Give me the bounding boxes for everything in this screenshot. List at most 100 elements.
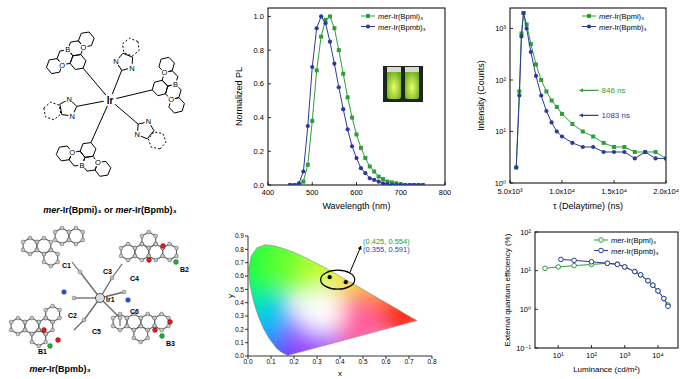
- marker-circle: [529, 50, 533, 54]
- x-axis-label: Luminance (cd/m²): [573, 365, 640, 374]
- boron-atom: [174, 260, 179, 265]
- atom-label: C3: [103, 268, 112, 275]
- text-part: B1: [38, 348, 47, 355]
- marker-square: [544, 89, 548, 93]
- text-part: 0.0: [254, 181, 264, 190]
- y-tick-label: 10²: [520, 228, 531, 237]
- y-tick: [245, 342, 248, 343]
- data-area: [288, 14, 425, 185]
- x-axis-label: x: [338, 369, 342, 378]
- text-part: 0.2: [289, 358, 298, 365]
- y-tick-label: 0.5: [235, 286, 244, 293]
- text-part: 0.6: [254, 79, 264, 88]
- marker-open-circle: [599, 238, 604, 243]
- atom-label-bg: [160, 69, 168, 77]
- atom: [175, 254, 179, 258]
- atom: [30, 340, 34, 344]
- text-part: mer: [378, 23, 391, 32]
- atom: [51, 320, 55, 324]
- marker-square: [372, 170, 376, 174]
- text-part: 600: [350, 188, 363, 197]
- text-part: mer: [29, 364, 46, 374]
- text-part: x: [338, 369, 342, 378]
- atom: [139, 340, 143, 344]
- atom: [44, 316, 48, 320]
- vial-cap: [387, 67, 401, 72]
- boron-atom: [48, 344, 53, 349]
- text-part: mer: [116, 205, 133, 215]
- atom-label: N: [70, 112, 75, 121]
- series-line: [516, 13, 666, 168]
- text-part: 0.5: [235, 286, 244, 293]
- atom: [133, 246, 137, 250]
- text-part: mer: [611, 236, 624, 245]
- text-part: -Ir(Bpmi)₃: [624, 236, 656, 245]
- text-part: mer: [611, 247, 624, 256]
- data-area: [328, 275, 348, 284]
- atom: [147, 246, 151, 250]
- text-part: 10⁰: [495, 179, 506, 188]
- y-tick-label: 0.4: [254, 113, 264, 122]
- text-part: Luminance (cd/m²): [573, 365, 640, 374]
- atom-label: B: [173, 80, 178, 89]
- vial-cap: [405, 67, 419, 72]
- atom-label: N: [129, 64, 134, 73]
- atom: [154, 242, 158, 246]
- atom: [37, 320, 41, 324]
- atom: [153, 316, 157, 320]
- text-part: 10⁴: [652, 351, 664, 360]
- atom: [118, 316, 122, 320]
- marker-square: [643, 150, 647, 154]
- text-part: 0.9: [235, 232, 244, 239]
- atom: [81, 238, 85, 242]
- text-part: -Ir(Bpmb)₃: [624, 247, 659, 256]
- marker-open-circle: [638, 273, 643, 278]
- marker-open-circle: [662, 296, 667, 301]
- marker-circle: [412, 183, 416, 185]
- marker-circle: [643, 150, 647, 154]
- atom: [9, 320, 13, 324]
- text-part: 1.0x10⁴: [549, 187, 575, 196]
- atom: [44, 340, 48, 344]
- marker-circle: [381, 181, 385, 185]
- atom: [49, 264, 53, 268]
- text-part: mer: [43, 205, 60, 215]
- marker-circle: [550, 120, 554, 124]
- y-tick-label: 0.8: [235, 246, 244, 253]
- y-tick: [245, 276, 248, 277]
- x-tick: [356, 182, 357, 185]
- marker-circle: [581, 145, 585, 149]
- text-part: N: [66, 95, 71, 104]
- x-tick: [591, 345, 592, 348]
- x-tick-label: 0.1: [266, 358, 275, 365]
- legend-label: mer-Ir(Bpmi)₃: [378, 12, 423, 21]
- series-line: [545, 263, 668, 305]
- atom: [139, 324, 143, 328]
- atom: [147, 230, 151, 234]
- oxygen-atom: [161, 244, 166, 249]
- marker-open-circle: [666, 304, 671, 309]
- atom: [49, 248, 53, 252]
- annotation: (0.355, 0.591): [363, 245, 410, 254]
- text-part: 10⁻¹: [516, 344, 531, 353]
- atom: [30, 316, 34, 320]
- y-tick: [510, 131, 513, 132]
- marker-square: [306, 163, 310, 167]
- x-tick-label: 0.4: [335, 358, 344, 365]
- ring: [44, 102, 61, 120]
- marker-square: [366, 14, 370, 18]
- text-part: 0.1: [235, 339, 244, 346]
- y-axis-label: y: [226, 294, 235, 298]
- x-tick: [268, 182, 269, 185]
- atom: [140, 234, 144, 238]
- marker-square: [288, 183, 292, 185]
- marker-circle: [315, 26, 319, 30]
- marker-circle: [341, 107, 345, 111]
- marker-open-circle: [543, 266, 548, 271]
- atom: [126, 258, 130, 262]
- ring-bonds: [55, 228, 69, 244]
- marker-open-circle: [605, 261, 610, 266]
- atom: [58, 316, 62, 320]
- atom: [51, 328, 55, 332]
- structure-caption: mer-Ir(Bpmb)₃: [29, 364, 90, 374]
